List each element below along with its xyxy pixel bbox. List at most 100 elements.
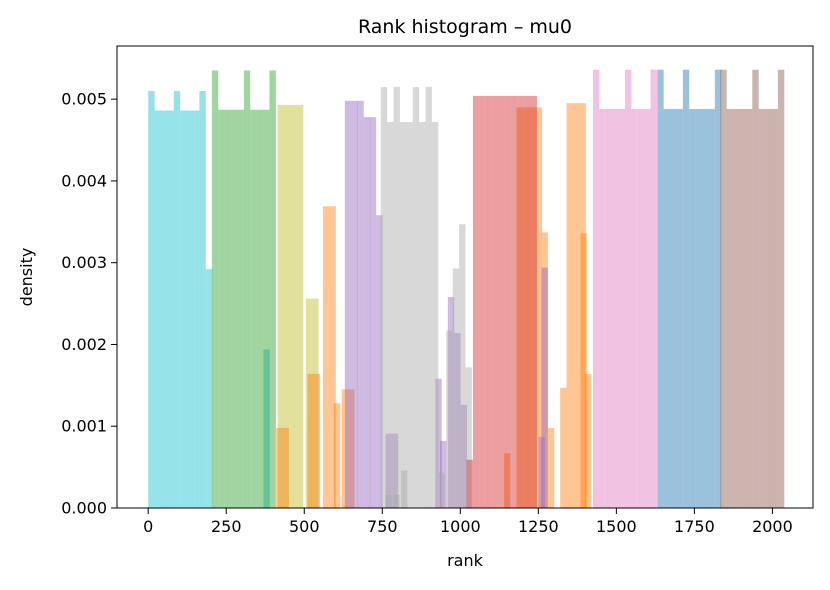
x-tick-label: 500 (289, 517, 320, 536)
histogram-bar (446, 330, 453, 508)
histogram-bar (211, 70, 219, 508)
histogram-bar (459, 224, 466, 508)
histogram-bar (357, 100, 364, 508)
histogram-bar (224, 109, 232, 508)
histogram-bar (516, 107, 523, 508)
histogram-bar (771, 108, 778, 509)
histogram-bar (186, 110, 193, 508)
histogram-series-6 (466, 95, 537, 508)
histogram-bar (351, 100, 358, 508)
histogram-bar (644, 108, 651, 509)
histogram-bar (472, 95, 480, 508)
histogram-bar (541, 267, 548, 508)
histogram-bar (618, 108, 625, 509)
histogram-bar (399, 122, 407, 509)
histogram-bar (676, 108, 683, 509)
histogram-bar (263, 349, 270, 508)
histogram-bar (344, 100, 352, 508)
histogram-series-1 (211, 70, 276, 508)
histogram-bar (333, 403, 341, 508)
histogram-bar (363, 117, 371, 508)
histogram-bar (193, 110, 200, 508)
histogram-bar (376, 215, 383, 508)
histogram-bar (752, 69, 759, 509)
y-tick-label: 0.005 (61, 90, 107, 109)
histogram-bar (541, 232, 548, 508)
histogram-bar (572, 103, 580, 509)
histogram-bar (650, 69, 657, 509)
y-tick-label: 0.000 (61, 499, 107, 518)
histogram-bar (425, 86, 432, 508)
y-tick-label: 0.004 (61, 171, 107, 190)
histogram-series-0 (148, 90, 270, 508)
histogram-bar (624, 69, 632, 509)
histogram-bar (313, 373, 321, 508)
histogram-bar (391, 433, 399, 508)
y-tick-label: 0.001 (61, 417, 107, 436)
histogram-bar (231, 109, 238, 508)
histogram-bar (702, 108, 709, 509)
plot-frame (116, 45, 814, 509)
histogram-bar (466, 459, 473, 508)
histogram-bar (385, 433, 392, 508)
histogram-bar (465, 367, 472, 508)
histogram-series-4 (344, 100, 548, 508)
x-ticks: 0 250 500 750 1000 1250 1500 1750 2000 (143, 508, 793, 536)
histogram-bar (479, 95, 486, 508)
histogram-bar (733, 108, 740, 509)
histogram-bar (745, 108, 753, 509)
histogram-bar (348, 389, 355, 508)
x-tick-label: 750 (367, 517, 398, 536)
bars-layer (148, 69, 785, 509)
histogram-bar (250, 109, 257, 508)
histogram-bar (312, 298, 319, 508)
histogram-bar (387, 122, 394, 509)
histogram-bar (284, 104, 291, 509)
histogram-bar (282, 427, 289, 508)
histogram-bar (522, 107, 530, 508)
histogram-bar (612, 108, 619, 509)
x-tick-label: 1750 (674, 517, 715, 536)
histogram-bar (256, 109, 264, 508)
histogram-bar (517, 95, 525, 508)
histogram-series-5 (380, 86, 472, 509)
histogram-bar (447, 297, 455, 508)
histogram-bar (695, 108, 703, 509)
y-tick-label: 0.003 (61, 253, 107, 272)
histogram-bar (579, 103, 586, 509)
histogram-bar (290, 104, 297, 509)
histogram-bar (438, 472, 445, 508)
histogram-bar (148, 90, 155, 508)
histogram-bar (504, 95, 512, 508)
histogram-bar (663, 108, 671, 509)
histogram-bar (682, 69, 690, 509)
histogram-bar (380, 86, 388, 508)
histogram-series-8 (657, 69, 722, 509)
histogram-bar (431, 122, 439, 509)
x-tick-label: 1250 (518, 517, 559, 536)
histogram-series-2 (277, 104, 319, 509)
histogram-bar (720, 69, 727, 509)
histogram-series-3 (276, 103, 592, 509)
histogram-bar (758, 108, 766, 509)
histogram-bar (412, 86, 420, 508)
x-axis-label: rank (447, 551, 484, 570)
histogram-bar (173, 90, 181, 508)
histogram-bar (454, 333, 461, 508)
histogram-bar (269, 70, 276, 508)
histogram-bar (305, 298, 313, 508)
histogram-series-7 (592, 69, 657, 509)
x-tick-label: 0 (143, 517, 153, 536)
x-tick-label: 250 (211, 517, 242, 536)
histogram-bar (599, 108, 606, 509)
histogram-bar (492, 95, 499, 508)
histogram-bar (524, 95, 531, 508)
histogram-bar (580, 233, 587, 508)
histogram-bar (547, 427, 555, 508)
histogram-bar (218, 109, 225, 508)
histogram-bar (631, 108, 638, 509)
y-tick-label: 0.002 (61, 335, 107, 354)
histogram-bar (167, 110, 174, 508)
